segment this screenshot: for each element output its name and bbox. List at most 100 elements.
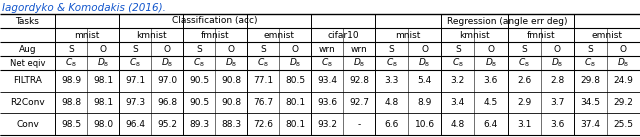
- Text: 3.1: 3.1: [517, 120, 531, 129]
- Text: 95.2: 95.2: [157, 120, 177, 129]
- Text: 90.8: 90.8: [221, 76, 241, 85]
- Text: $D_8$: $D_8$: [97, 57, 109, 69]
- Text: 80.5: 80.5: [285, 76, 305, 85]
- Text: $D_8$: $D_8$: [289, 57, 301, 69]
- Text: $C_8$: $C_8$: [65, 57, 77, 69]
- Text: 4.8: 4.8: [385, 98, 399, 107]
- Text: O: O: [554, 45, 561, 54]
- Text: fmnist: fmnist: [201, 31, 229, 39]
- Text: 4.5: 4.5: [484, 98, 498, 107]
- Text: mnist: mnist: [396, 31, 421, 39]
- Text: 93.6: 93.6: [317, 98, 337, 107]
- Text: wrn: wrn: [319, 45, 335, 54]
- Text: S: S: [388, 45, 394, 54]
- Text: 37.4: 37.4: [580, 120, 600, 129]
- Text: 2.6: 2.6: [517, 76, 531, 85]
- Text: $C_8$: $C_8$: [257, 57, 269, 69]
- Text: 2.8: 2.8: [550, 76, 564, 85]
- Text: mnist: mnist: [74, 31, 100, 39]
- Text: 89.3: 89.3: [189, 120, 209, 129]
- Text: $C_8$: $C_8$: [193, 57, 205, 69]
- Text: 5.4: 5.4: [417, 76, 432, 85]
- Text: $D_8$: $D_8$: [353, 57, 365, 69]
- Text: $C_8$: $C_8$: [584, 57, 596, 69]
- Text: 25.5: 25.5: [613, 120, 634, 129]
- Text: O: O: [99, 45, 106, 54]
- Text: 80.1: 80.1: [285, 120, 305, 129]
- Text: 98.1: 98.1: [93, 98, 113, 107]
- Text: 6.6: 6.6: [385, 120, 399, 129]
- Text: -: -: [357, 120, 360, 129]
- Text: $D_8$: $D_8$: [161, 57, 173, 69]
- Text: S: S: [132, 45, 138, 54]
- Text: 76.7: 76.7: [253, 98, 273, 107]
- Text: S: S: [260, 45, 266, 54]
- Text: 3.6: 3.6: [484, 76, 498, 85]
- Text: S: S: [196, 45, 202, 54]
- Text: $D_8$: $D_8$: [225, 57, 237, 69]
- Text: S: S: [68, 45, 74, 54]
- Text: Regression (angle err deg): Regression (angle err deg): [447, 16, 568, 25]
- Text: Net eqiv: Net eqiv: [10, 58, 45, 68]
- Text: O: O: [227, 45, 234, 54]
- Text: 88.3: 88.3: [221, 120, 241, 129]
- Text: kmnist: kmnist: [459, 31, 490, 39]
- Text: O: O: [163, 45, 170, 54]
- Text: $C_8$: $C_8$: [386, 57, 397, 69]
- Text: FILTRA: FILTRA: [13, 76, 42, 85]
- Text: O: O: [620, 45, 627, 54]
- Text: emnist: emnist: [264, 31, 294, 39]
- Text: 72.6: 72.6: [253, 120, 273, 129]
- Text: 3.7: 3.7: [550, 98, 564, 107]
- Text: Conv: Conv: [16, 120, 39, 129]
- Text: 92.8: 92.8: [349, 76, 369, 85]
- Text: 96.4: 96.4: [125, 120, 145, 129]
- Text: 96.8: 96.8: [157, 98, 177, 107]
- Text: $C_8$: $C_8$: [129, 57, 141, 69]
- Text: 10.6: 10.6: [415, 120, 435, 129]
- Text: 34.5: 34.5: [580, 98, 600, 107]
- Text: 98.0: 98.0: [93, 120, 113, 129]
- Text: cifar10: cifar10: [327, 31, 359, 39]
- Text: 24.9: 24.9: [614, 76, 634, 85]
- Text: 29.8: 29.8: [580, 76, 600, 85]
- Text: $C_8$: $C_8$: [452, 57, 464, 69]
- Text: wrn: wrn: [351, 45, 367, 54]
- Text: $C_8$: $C_8$: [321, 57, 333, 69]
- Text: 2.9: 2.9: [517, 98, 531, 107]
- Text: Classification (acc): Classification (acc): [172, 16, 258, 25]
- Text: 93.4: 93.4: [317, 76, 337, 85]
- Text: 3.4: 3.4: [451, 98, 465, 107]
- Text: 80.1: 80.1: [285, 98, 305, 107]
- Text: 29.2: 29.2: [614, 98, 634, 107]
- Text: Aug: Aug: [19, 45, 36, 54]
- Text: 98.5: 98.5: [61, 120, 81, 129]
- Text: 3.2: 3.2: [451, 76, 465, 85]
- Text: 90.5: 90.5: [189, 76, 209, 85]
- Text: S: S: [588, 45, 593, 54]
- Text: fmnist: fmnist: [526, 31, 555, 39]
- Text: O: O: [421, 45, 428, 54]
- Text: $C_8$: $C_8$: [518, 57, 530, 69]
- Text: R2Conv: R2Conv: [10, 98, 45, 107]
- Text: 97.3: 97.3: [125, 98, 145, 107]
- Text: 4.8: 4.8: [451, 120, 465, 129]
- Text: 90.8: 90.8: [221, 98, 241, 107]
- Text: S: S: [455, 45, 461, 54]
- Text: S: S: [521, 45, 527, 54]
- Text: 6.4: 6.4: [484, 120, 498, 129]
- Text: O: O: [291, 45, 298, 54]
- Text: 97.1: 97.1: [125, 76, 145, 85]
- Text: 77.1: 77.1: [253, 76, 273, 85]
- Text: $D_8$: $D_8$: [551, 57, 563, 69]
- Text: 92.7: 92.7: [349, 98, 369, 107]
- Text: $D_8$: $D_8$: [484, 57, 497, 69]
- Text: Iagordyko & Komodakis (2016).: Iagordyko & Komodakis (2016).: [2, 3, 166, 13]
- Text: $D_8$: $D_8$: [617, 57, 630, 69]
- Text: 97.0: 97.0: [157, 76, 177, 85]
- Text: 98.1: 98.1: [93, 76, 113, 85]
- Text: 3.6: 3.6: [550, 120, 564, 129]
- Text: 90.5: 90.5: [189, 98, 209, 107]
- Text: 93.2: 93.2: [317, 120, 337, 129]
- Text: Tasks: Tasks: [15, 16, 40, 25]
